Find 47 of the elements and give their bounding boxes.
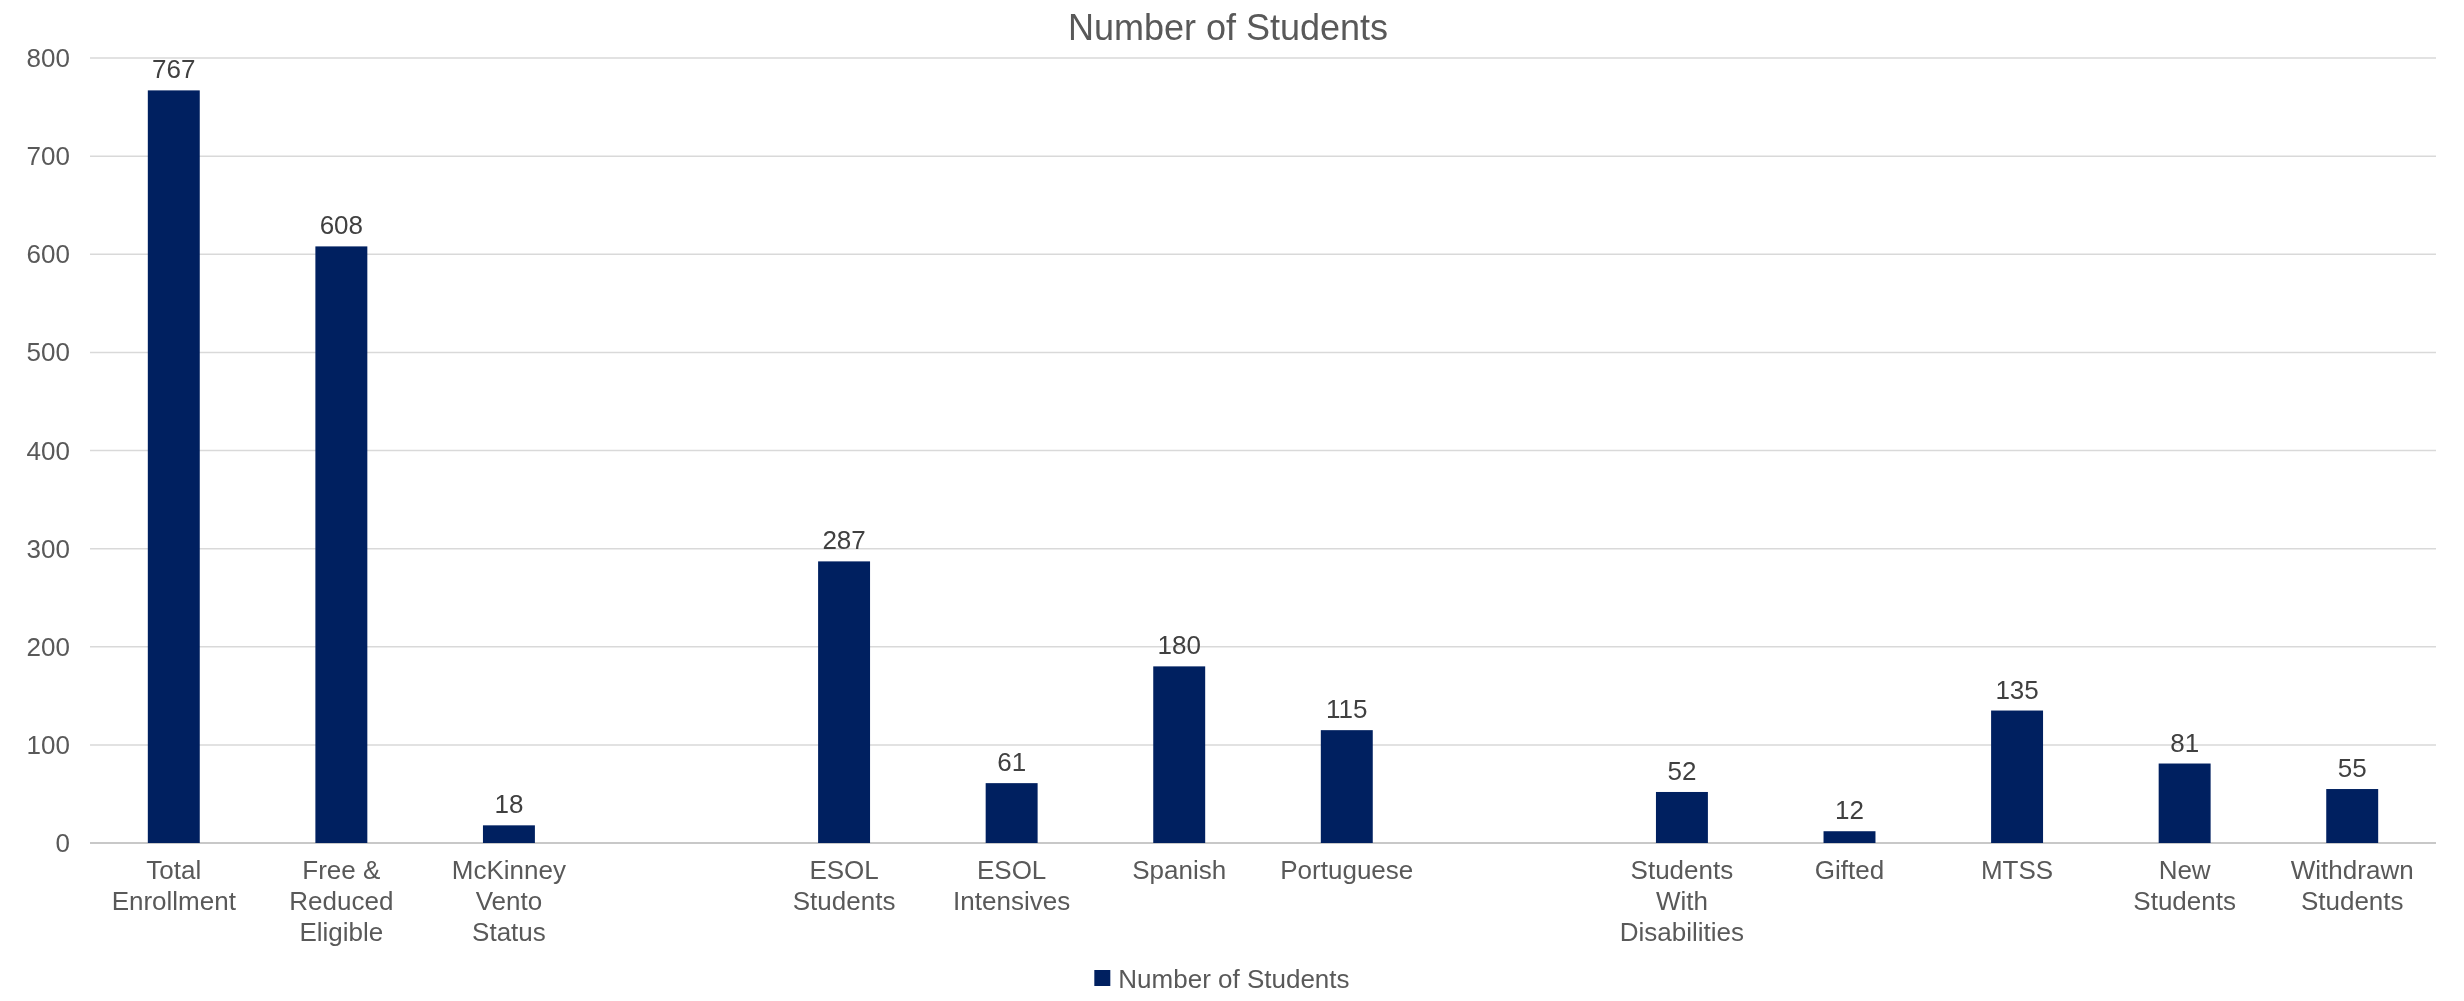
x-tick-label: ESOL Students [792,855,896,917]
y-tick-label: 300 [26,533,70,564]
legend-label: Number of Students [1118,964,1350,994]
chart-title: Number of Students [1067,7,1389,48]
bar [482,825,535,843]
y-tick-label: 800 [26,43,70,74]
bar [985,783,1038,843]
y-tick-label: 0 [55,828,70,859]
x-tick-label: MTSS [1980,855,2054,885]
y-tick-label: 400 [26,435,70,466]
y-tick-label: 500 [26,337,70,368]
data-label: 52 [1667,755,1697,786]
data-label: 135 [1995,674,2039,705]
data-label: 12 [1835,795,1864,826]
data-label: 608 [319,210,364,241]
data-label: 18 [494,789,524,820]
bar [1991,710,2044,843]
x-tick-label: New Students [2133,855,2236,917]
bar [2326,789,2379,843]
bar [818,561,871,843]
data-label: 767 [152,54,196,85]
y-tick-label: 700 [26,141,70,172]
bar [147,90,200,843]
data-label: 287 [822,525,866,556]
y-tick-label: 200 [26,631,70,662]
bar [315,246,368,843]
x-tick-label: Withdrawn Students [2290,855,2414,917]
bar [1655,791,1708,843]
data-label: 55 [2337,753,2367,784]
x-tick-label: Total Enrollment [111,855,237,917]
x-tick-label: Portuguese [1280,855,1414,885]
bar [1823,831,1876,843]
data-label: 180 [1157,630,1201,661]
x-tick-label: Free & Reduced Eligible [289,855,394,948]
y-tick-label: 600 [26,239,70,270]
data-label: 115 [1326,694,1368,725]
bar [1320,730,1373,843]
bar [1153,666,1206,843]
x-tick-label: McKinney Vento Status [451,855,567,948]
x-tick-label: Spanish [1132,855,1227,885]
x-tick-label: ESOL Intensives [953,855,1071,917]
y-tick-label: 100 [26,729,70,760]
data-label: 81 [2170,727,2200,758]
data-label: 61 [997,747,1027,778]
x-tick-label: Students With Disabilities [1619,855,1745,948]
bar [2158,763,2211,843]
x-tick-label: Gifted [1814,855,1885,885]
